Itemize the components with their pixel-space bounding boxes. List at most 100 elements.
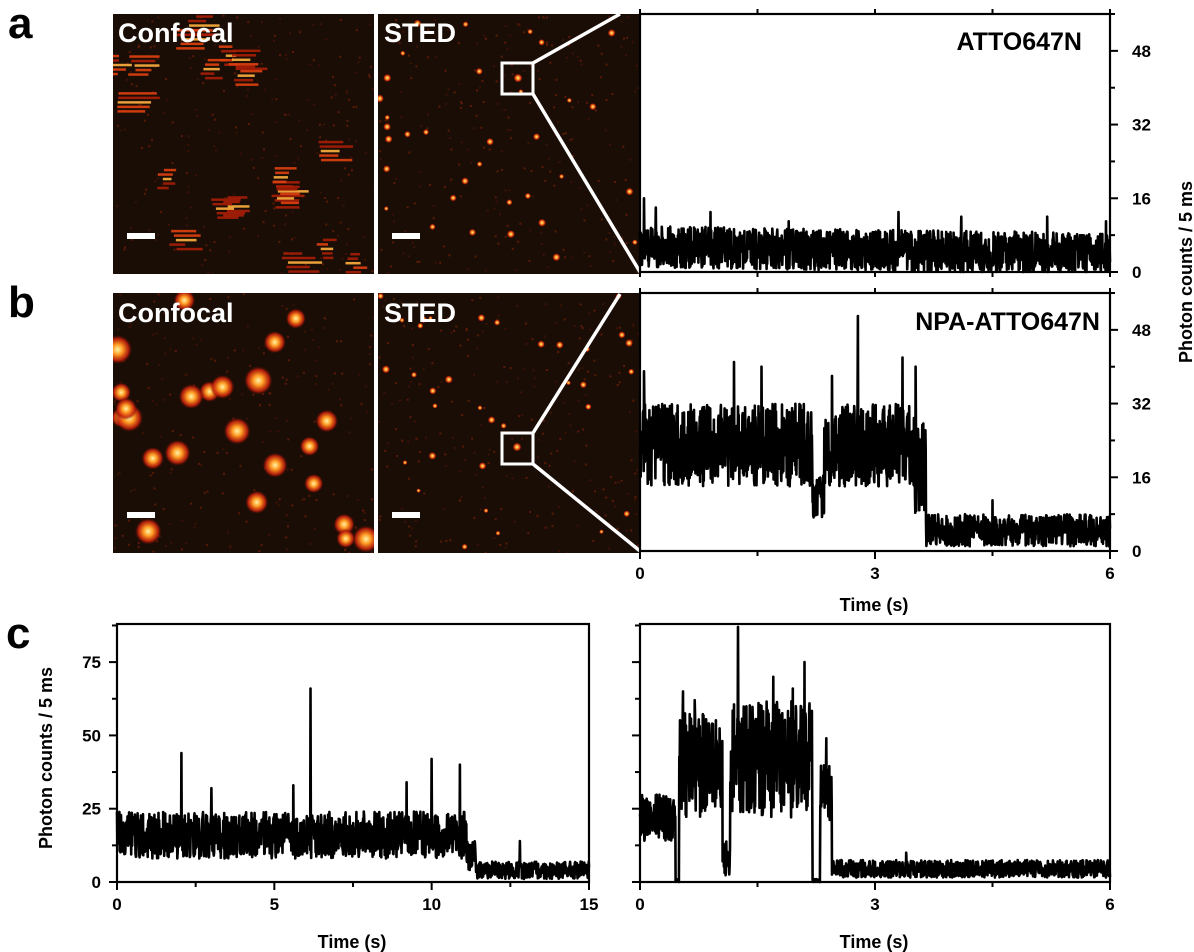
noise-pixel: [330, 96, 333, 99]
fluorescent-spot: [378, 94, 384, 103]
noise-pixel: [211, 273, 214, 274]
noise-pixel: [309, 63, 312, 66]
noise-pixel: [340, 221, 343, 224]
fluorescent-spot: [476, 161, 483, 168]
noise-pixel: [612, 259, 615, 262]
noise-pixel: [281, 376, 284, 379]
noise-pixel: [569, 138, 572, 141]
noise-pixel: [127, 543, 130, 546]
noise-pixel: [298, 119, 301, 122]
noise-pixel: [496, 170, 499, 173]
noise-pixel: [152, 550, 155, 553]
noise-pixel: [419, 185, 422, 188]
noise-pixel: [286, 468, 289, 471]
noise-pixel: [618, 371, 621, 374]
fluorescence-streak: [118, 96, 160, 100]
fluorescent-spot: [429, 387, 437, 395]
noise-pixel: [273, 207, 276, 210]
noise-pixel: [517, 240, 520, 243]
noise-pixel: [449, 137, 452, 140]
noise-pixel: [148, 228, 151, 231]
fluorescent-spot: [417, 322, 424, 329]
noise-pixel: [403, 325, 406, 328]
fluorescence-streak: [235, 65, 256, 68]
fluorescent-spot: [336, 528, 356, 549]
noise-pixel: [250, 158, 253, 161]
noise-pixel: [407, 54, 410, 57]
noise-pixel: [264, 210, 267, 213]
y-axis-label-ab: Photon counts / 5 ms: [1176, 181, 1194, 363]
fluorescence-streak: [277, 197, 295, 200]
fluorescent-spot: [428, 451, 437, 460]
noise-pixel: [507, 129, 510, 132]
noise-pixel: [398, 42, 401, 45]
noise-pixel: [286, 548, 289, 551]
noise-pixel: [140, 103, 143, 106]
noise-pixel: [401, 439, 404, 442]
noise-pixel: [318, 64, 321, 67]
noise-pixel: [324, 139, 327, 142]
noise-pixel: [432, 217, 435, 220]
noise-pixel: [113, 400, 116, 403]
noise-pixel: [634, 496, 637, 499]
fluorescent-spot: [303, 473, 324, 494]
fluorescent-spot: [245, 490, 269, 515]
noise-pixel: [322, 123, 325, 126]
noise-pixel: [499, 544, 502, 547]
y-tick-label: 32: [1132, 116, 1151, 135]
noise-pixel: [340, 179, 343, 182]
fluorescent-spot: [477, 313, 486, 322]
fluorescence-streak: [228, 63, 259, 66]
fluorescence-streak: [157, 173, 173, 176]
noise-pixel: [521, 414, 524, 417]
noise-pixel: [509, 129, 512, 132]
noise-pixel: [378, 420, 381, 423]
noise-pixel: [187, 185, 190, 188]
y-tick-label: 32: [1132, 395, 1151, 414]
fluorescence-streak: [274, 199, 300, 202]
noise-pixel: [343, 549, 346, 552]
noise-pixel: [488, 148, 491, 151]
x-tick-label: 0: [635, 564, 644, 583]
noise-pixel: [301, 498, 304, 501]
noise-pixel: [268, 533, 271, 536]
noise-pixel: [163, 337, 166, 340]
noise-pixel: [579, 303, 582, 306]
fluorescence-streak: [237, 74, 255, 77]
noise-pixel: [453, 91, 456, 94]
noise-pixel: [164, 545, 167, 548]
noise-pixel: [466, 268, 469, 271]
noise-pixel: [318, 123, 321, 126]
noise-pixel: [337, 196, 340, 199]
noise-pixel: [363, 258, 366, 261]
noise-pixel: [209, 297, 212, 300]
zoom-indicator-a: [500, 12, 642, 273]
noise-pixel: [395, 454, 398, 457]
noise-pixel: [180, 135, 183, 138]
noise-pixel: [544, 303, 547, 306]
noise-pixel: [605, 99, 608, 102]
noise-pixel: [432, 205, 435, 208]
noise-pixel: [193, 526, 196, 529]
noise-pixel: [558, 161, 561, 164]
noise-pixel: [482, 146, 485, 149]
noise-pixel: [634, 472, 637, 475]
noise-pixel: [636, 272, 639, 274]
noise-pixel: [483, 34, 486, 37]
noise-pixel: [357, 498, 360, 501]
noise-pixel: [595, 510, 598, 513]
noise-pixel: [160, 183, 163, 186]
noise-pixel: [409, 61, 412, 64]
noise-pixel: [384, 299, 387, 302]
noise-pixel: [444, 69, 447, 72]
noise-pixel: [525, 476, 528, 479]
fluorescent-spot: [589, 102, 597, 111]
noise-pixel: [123, 248, 126, 251]
x-tick-label: 6: [1105, 564, 1114, 583]
photon-trace: [115, 687, 591, 881]
noise-pixel: [547, 266, 550, 269]
noise-pixel: [459, 344, 462, 347]
x-tick-label: 15: [580, 895, 599, 914]
fluorescent-spot: [493, 319, 501, 326]
fluorescence-streak: [163, 182, 176, 185]
